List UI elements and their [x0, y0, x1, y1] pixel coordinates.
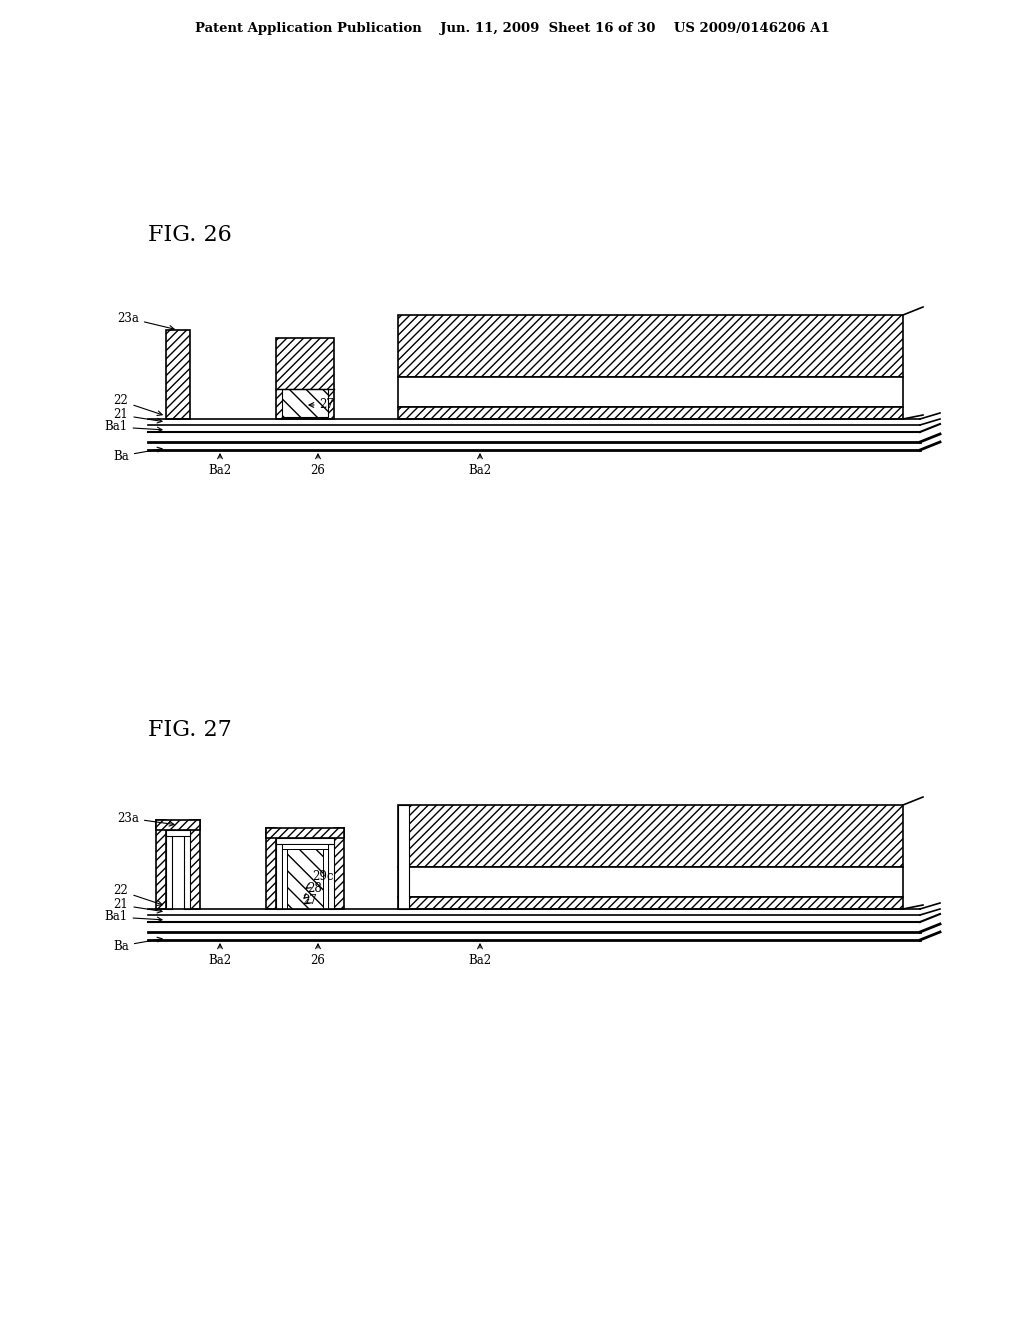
Text: Ba1: Ba1	[104, 911, 162, 924]
Bar	[323, 843, 328, 909]
Text: 23a: 23a	[117, 812, 174, 826]
Text: 26: 26	[310, 944, 326, 966]
Bar	[276, 838, 282, 909]
Text: Ba2: Ba2	[209, 944, 231, 966]
Text: 27: 27	[302, 895, 317, 908]
Bar	[398, 407, 903, 418]
Bar	[276, 338, 334, 418]
Bar	[156, 820, 166, 909]
Text: 29c: 29c	[306, 870, 334, 888]
Bar	[334, 828, 344, 909]
Bar	[398, 378, 903, 407]
Text: Ba1: Ba1	[104, 421, 162, 433]
Bar	[398, 805, 903, 867]
Text: 22: 22	[114, 395, 162, 416]
Bar	[282, 843, 328, 849]
Text: FIG. 26: FIG. 26	[148, 224, 231, 246]
Text: FIG. 27: FIG. 27	[148, 719, 231, 741]
Text: Ba: Ba	[113, 937, 162, 953]
Bar	[398, 805, 409, 909]
Bar	[166, 330, 190, 418]
Bar	[282, 843, 287, 909]
Bar	[156, 820, 200, 830]
Bar	[166, 830, 172, 909]
Bar	[184, 830, 190, 909]
Text: Ba: Ba	[113, 447, 162, 462]
Bar	[398, 315, 903, 378]
Text: 21: 21	[114, 899, 162, 913]
Bar	[398, 867, 903, 898]
Text: Ba2: Ba2	[468, 944, 492, 966]
Bar	[266, 828, 276, 909]
Text: 21: 21	[114, 408, 162, 422]
Bar	[190, 820, 200, 909]
Text: 26: 26	[310, 454, 326, 477]
Bar	[266, 828, 344, 838]
Text: 27: 27	[309, 399, 335, 412]
Text: Ba2: Ba2	[209, 454, 231, 477]
Bar	[276, 838, 334, 843]
Text: 23a: 23a	[117, 312, 174, 330]
Bar	[282, 389, 328, 417]
Bar	[398, 898, 903, 909]
Bar	[166, 830, 190, 836]
Text: Patent Application Publication    Jun. 11, 2009  Sheet 16 of 30    US 2009/01462: Patent Application Publication Jun. 11, …	[195, 22, 829, 36]
Bar	[328, 838, 334, 909]
Bar	[287, 849, 323, 909]
Text: Ba2: Ba2	[468, 454, 492, 477]
Text: 28: 28	[304, 883, 323, 898]
Text: 22: 22	[114, 884, 162, 906]
